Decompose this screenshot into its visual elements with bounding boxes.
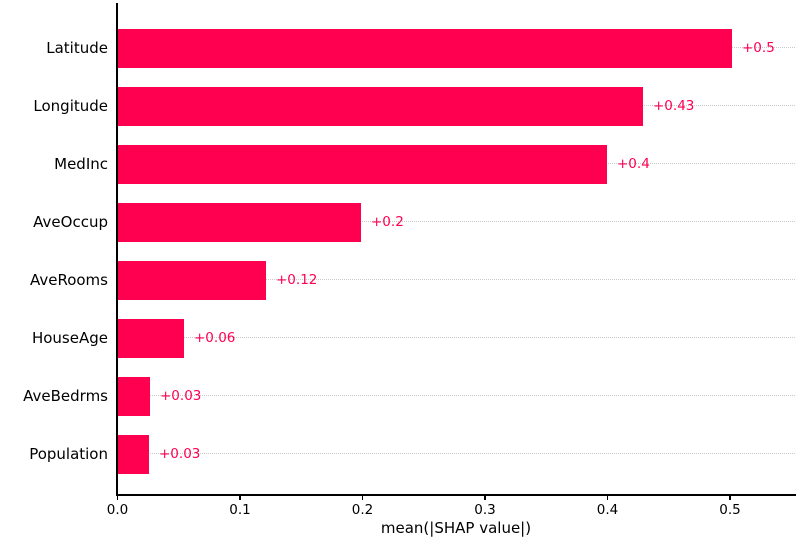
- plot-area: +0.5 +0.43 +0.4 +0.2 +0.12 +0.06 +0.03 +0.03: [117, 5, 795, 495]
- x-axis-label: mean(|SHAP value|): [380, 519, 532, 537]
- x-tick-mark: [729, 495, 731, 500]
- bar-aveoccup: [117, 202, 361, 242]
- bar-averooms: [117, 260, 266, 300]
- bar-houseage: [117, 318, 184, 358]
- row-gridline: [117, 395, 795, 396]
- category-label-population: Population: [29, 445, 108, 463]
- bar-longitude: [117, 86, 643, 126]
- bar-value-label: +0.5: [742, 39, 775, 56]
- bar-avebedrms: [117, 376, 150, 416]
- x-tick-label: 0.5: [719, 502, 741, 518]
- bar-value-label: +0.43: [653, 97, 695, 114]
- category-label-latitude: Latitude: [46, 39, 108, 57]
- category-label-averooms: AveRooms: [29, 271, 108, 289]
- x-tick-mark: [606, 495, 608, 500]
- x-tick-mark: [361, 495, 363, 500]
- x-tick-mark: [239, 495, 241, 500]
- row-gridline: [117, 221, 795, 222]
- bar-value-label: +0.4: [617, 155, 650, 172]
- x-tick-label: 0.1: [229, 502, 251, 518]
- x-tick-mark: [484, 495, 486, 500]
- category-label-longitude: Longitude: [33, 97, 108, 115]
- bar-value-label: +0.2: [371, 213, 404, 230]
- x-tick-mark: [116, 495, 118, 500]
- bar-value-label: +0.12: [276, 271, 318, 288]
- bar-value-label: +0.03: [160, 387, 202, 404]
- category-label-avebedrms: AveBedrms: [23, 387, 108, 405]
- bar-latitude: [117, 28, 732, 68]
- category-label-houseage: HouseAge: [31, 329, 108, 347]
- bar-medinc: [117, 144, 607, 184]
- x-tick-label: 0.2: [351, 502, 374, 518]
- x-tick-label: 0.0: [106, 502, 129, 518]
- bar-value-label: +0.03: [159, 445, 201, 462]
- x-tick-label: 0.4: [596, 502, 619, 518]
- bar-population: [117, 434, 149, 474]
- row-gridline: [117, 279, 795, 280]
- x-axis-line: [116, 494, 796, 496]
- bar-value-label: +0.06: [194, 329, 236, 346]
- row-gridline: [117, 337, 795, 338]
- y-axis-line: [116, 3, 118, 495]
- category-label-aveoccup: AveOccup: [33, 213, 108, 231]
- x-tick-label: 0.3: [474, 502, 496, 518]
- category-label-medinc: MedInc: [54, 155, 108, 173]
- row-gridline: [117, 453, 795, 454]
